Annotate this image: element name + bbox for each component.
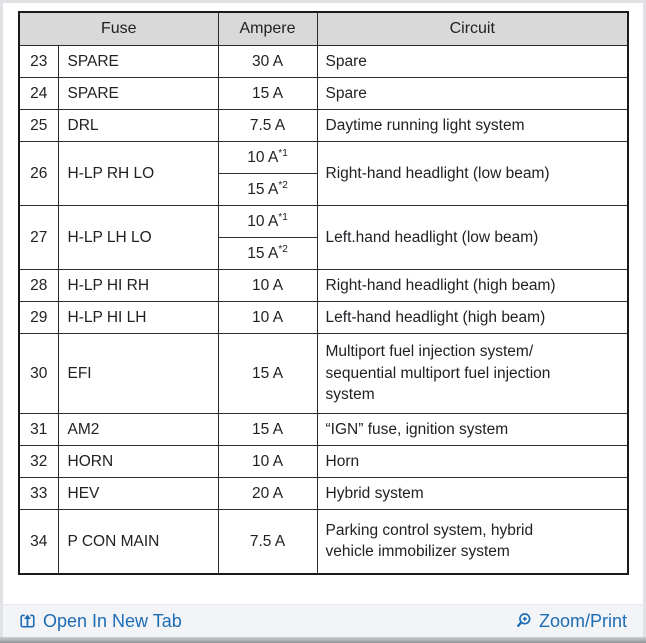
fuse-number-cell: 24	[18, 77, 59, 110]
ampere-value: 15 A	[247, 244, 279, 262]
fuse-number-cell: 27	[18, 205, 59, 270]
circuit-cell: Horn	[316, 445, 629, 478]
footnote-marker: *1	[278, 147, 288, 159]
footnote-marker: *1	[278, 211, 288, 223]
ampere-value: 15 A	[247, 180, 279, 198]
zoom-print-link[interactable]: Zoom/Print	[514, 611, 627, 632]
fuse-name-cell: H-LP RH LO	[57, 141, 219, 206]
fuse-name-cell: DRL	[57, 109, 219, 142]
circuit-cell: Left.hand headlight (low beam)	[316, 205, 629, 270]
fuse-name-cell: SPARE	[57, 77, 219, 110]
ampere-cell: 7.5 A	[217, 509, 318, 574]
ampere-cell: 10 A*1	[217, 141, 318, 174]
table-row: 28 H-LP HI RH 10 A Right-hand headlight …	[18, 269, 629, 302]
zoom-magnifier-icon	[514, 612, 532, 630]
fuse-number-cell: 31	[18, 413, 59, 446]
circuit-cell: Daytime running light system	[316, 109, 629, 142]
fuse-number-cell: 26	[18, 141, 59, 206]
fuse-number-cell: 30	[18, 333, 59, 414]
table-row: 24 SPARE 15 A Spare	[18, 77, 629, 110]
fuse-number-cell: 29	[18, 301, 59, 334]
table-row: 29 H-LP HI LH 10 A Left-hand headlight (…	[18, 301, 629, 334]
fuse-number-cell: 34	[18, 509, 59, 574]
ampere-cell: 15 A	[217, 333, 318, 414]
circuit-cell: Hybrid system	[316, 477, 629, 510]
ampere-cell: 30 A	[217, 45, 318, 78]
circuit-cell: Left-hand headlight (high beam)	[316, 301, 629, 334]
table-row: 27 H-LP LH LO 10 A*1 Left.hand headlight…	[18, 205, 629, 270]
circuit-cell: Multiport fuel injection system/ sequent…	[316, 333, 629, 414]
fuse-name-cell: H-LP HI RH	[57, 269, 219, 302]
ampere-value: 10 A	[247, 212, 279, 230]
header-ampere: Ampere	[217, 11, 318, 46]
ampere-cell: 15 A	[217, 77, 318, 110]
table-header-row: Fuse Ampere Circuit	[18, 11, 629, 46]
ampere-cell: 10 A	[217, 301, 318, 334]
circuit-cell: “IGN” fuse, ignition system	[316, 413, 629, 446]
open-in-new-tab-icon	[19, 613, 36, 630]
fuse-name-cell: H-LP HI LH	[57, 301, 219, 334]
bottom-edge-divider	[0, 637, 646, 643]
table-row: 33 HEV 20 A Hybrid system	[18, 477, 629, 510]
circuit-cell: Right-hand headlight (high beam)	[316, 269, 629, 302]
fuse-number-cell: 25	[18, 109, 59, 142]
ampere-cell: 20 A	[217, 477, 318, 510]
ampere-cell: 15 A*2	[217, 173, 318, 206]
ampere-value: 10 A	[247, 148, 279, 166]
viewer-footer: Open In New Tab Zoom/Print	[3, 604, 643, 637]
table-row: 31 AM2 15 A “IGN” fuse, ignition system	[18, 413, 629, 446]
circuit-cell: Parking control system, hybrid vehicle i…	[316, 509, 629, 574]
fuse-name-cell: H-LP LH LO	[57, 205, 219, 270]
fuse-name-cell: SPARE	[57, 45, 219, 78]
zoom-print-label: Zoom/Print	[538, 610, 627, 631]
table-row: 30 EFI 15 A Multiport fuel injection sys…	[18, 333, 629, 414]
fuse-name-cell: HORN	[57, 445, 219, 478]
table-row: 23 SPARE 30 A Spare	[18, 45, 629, 78]
fuse-name-cell: P CON MAIN	[57, 509, 219, 574]
header-fuse: Fuse	[18, 11, 219, 46]
ampere-cell: 10 A	[217, 269, 318, 302]
fuse-name-cell: AM2	[57, 413, 219, 446]
open-in-new-tab-link[interactable]: Open In New Tab	[19, 611, 182, 632]
table-row: 25 DRL 7.5 A Daytime running light syste…	[18, 109, 629, 142]
table-row: 32 HORN 10 A Horn	[18, 445, 629, 478]
fuse-number-cell: 23	[18, 45, 59, 78]
ampere-cell: 10 A	[217, 445, 318, 478]
circuit-cell: Right-hand headlight (low beam)	[316, 141, 629, 206]
footnote-marker: *2	[278, 243, 288, 255]
footnote-marker: *2	[278, 179, 288, 191]
fuse-number-cell: 32	[18, 445, 59, 478]
circuit-cell: Spare	[316, 77, 629, 110]
table-subrow: 15 A*2	[19, 237, 628, 270]
fuse-name-cell: EFI	[57, 333, 219, 414]
ampere-cell: 15 A*2	[217, 237, 318, 270]
table-subrow: 15 A*2	[19, 173, 628, 206]
fuse-number-cell: 33	[18, 477, 59, 510]
circuit-cell: Spare	[316, 45, 629, 78]
ampere-cell: 10 A*1	[217, 205, 318, 238]
fuse-name-cell: HEV	[57, 477, 219, 510]
fuse-table: Fuse Ampere Circuit 23 SPARE 30 A Spare …	[18, 11, 630, 575]
ampere-cell: 15 A	[217, 413, 318, 446]
header-circuit: Circuit	[316, 11, 629, 46]
open-in-new-tab-label: Open In New Tab	[43, 610, 182, 631]
ampere-cell: 7.5 A	[217, 109, 318, 142]
table-row: 26 H-LP RH LO 10 A*1 Right-hand headligh…	[18, 141, 629, 206]
fuse-number-cell: 28	[18, 269, 59, 302]
table-row: 34 P CON MAIN 7.5 A Parking control syst…	[18, 509, 629, 574]
